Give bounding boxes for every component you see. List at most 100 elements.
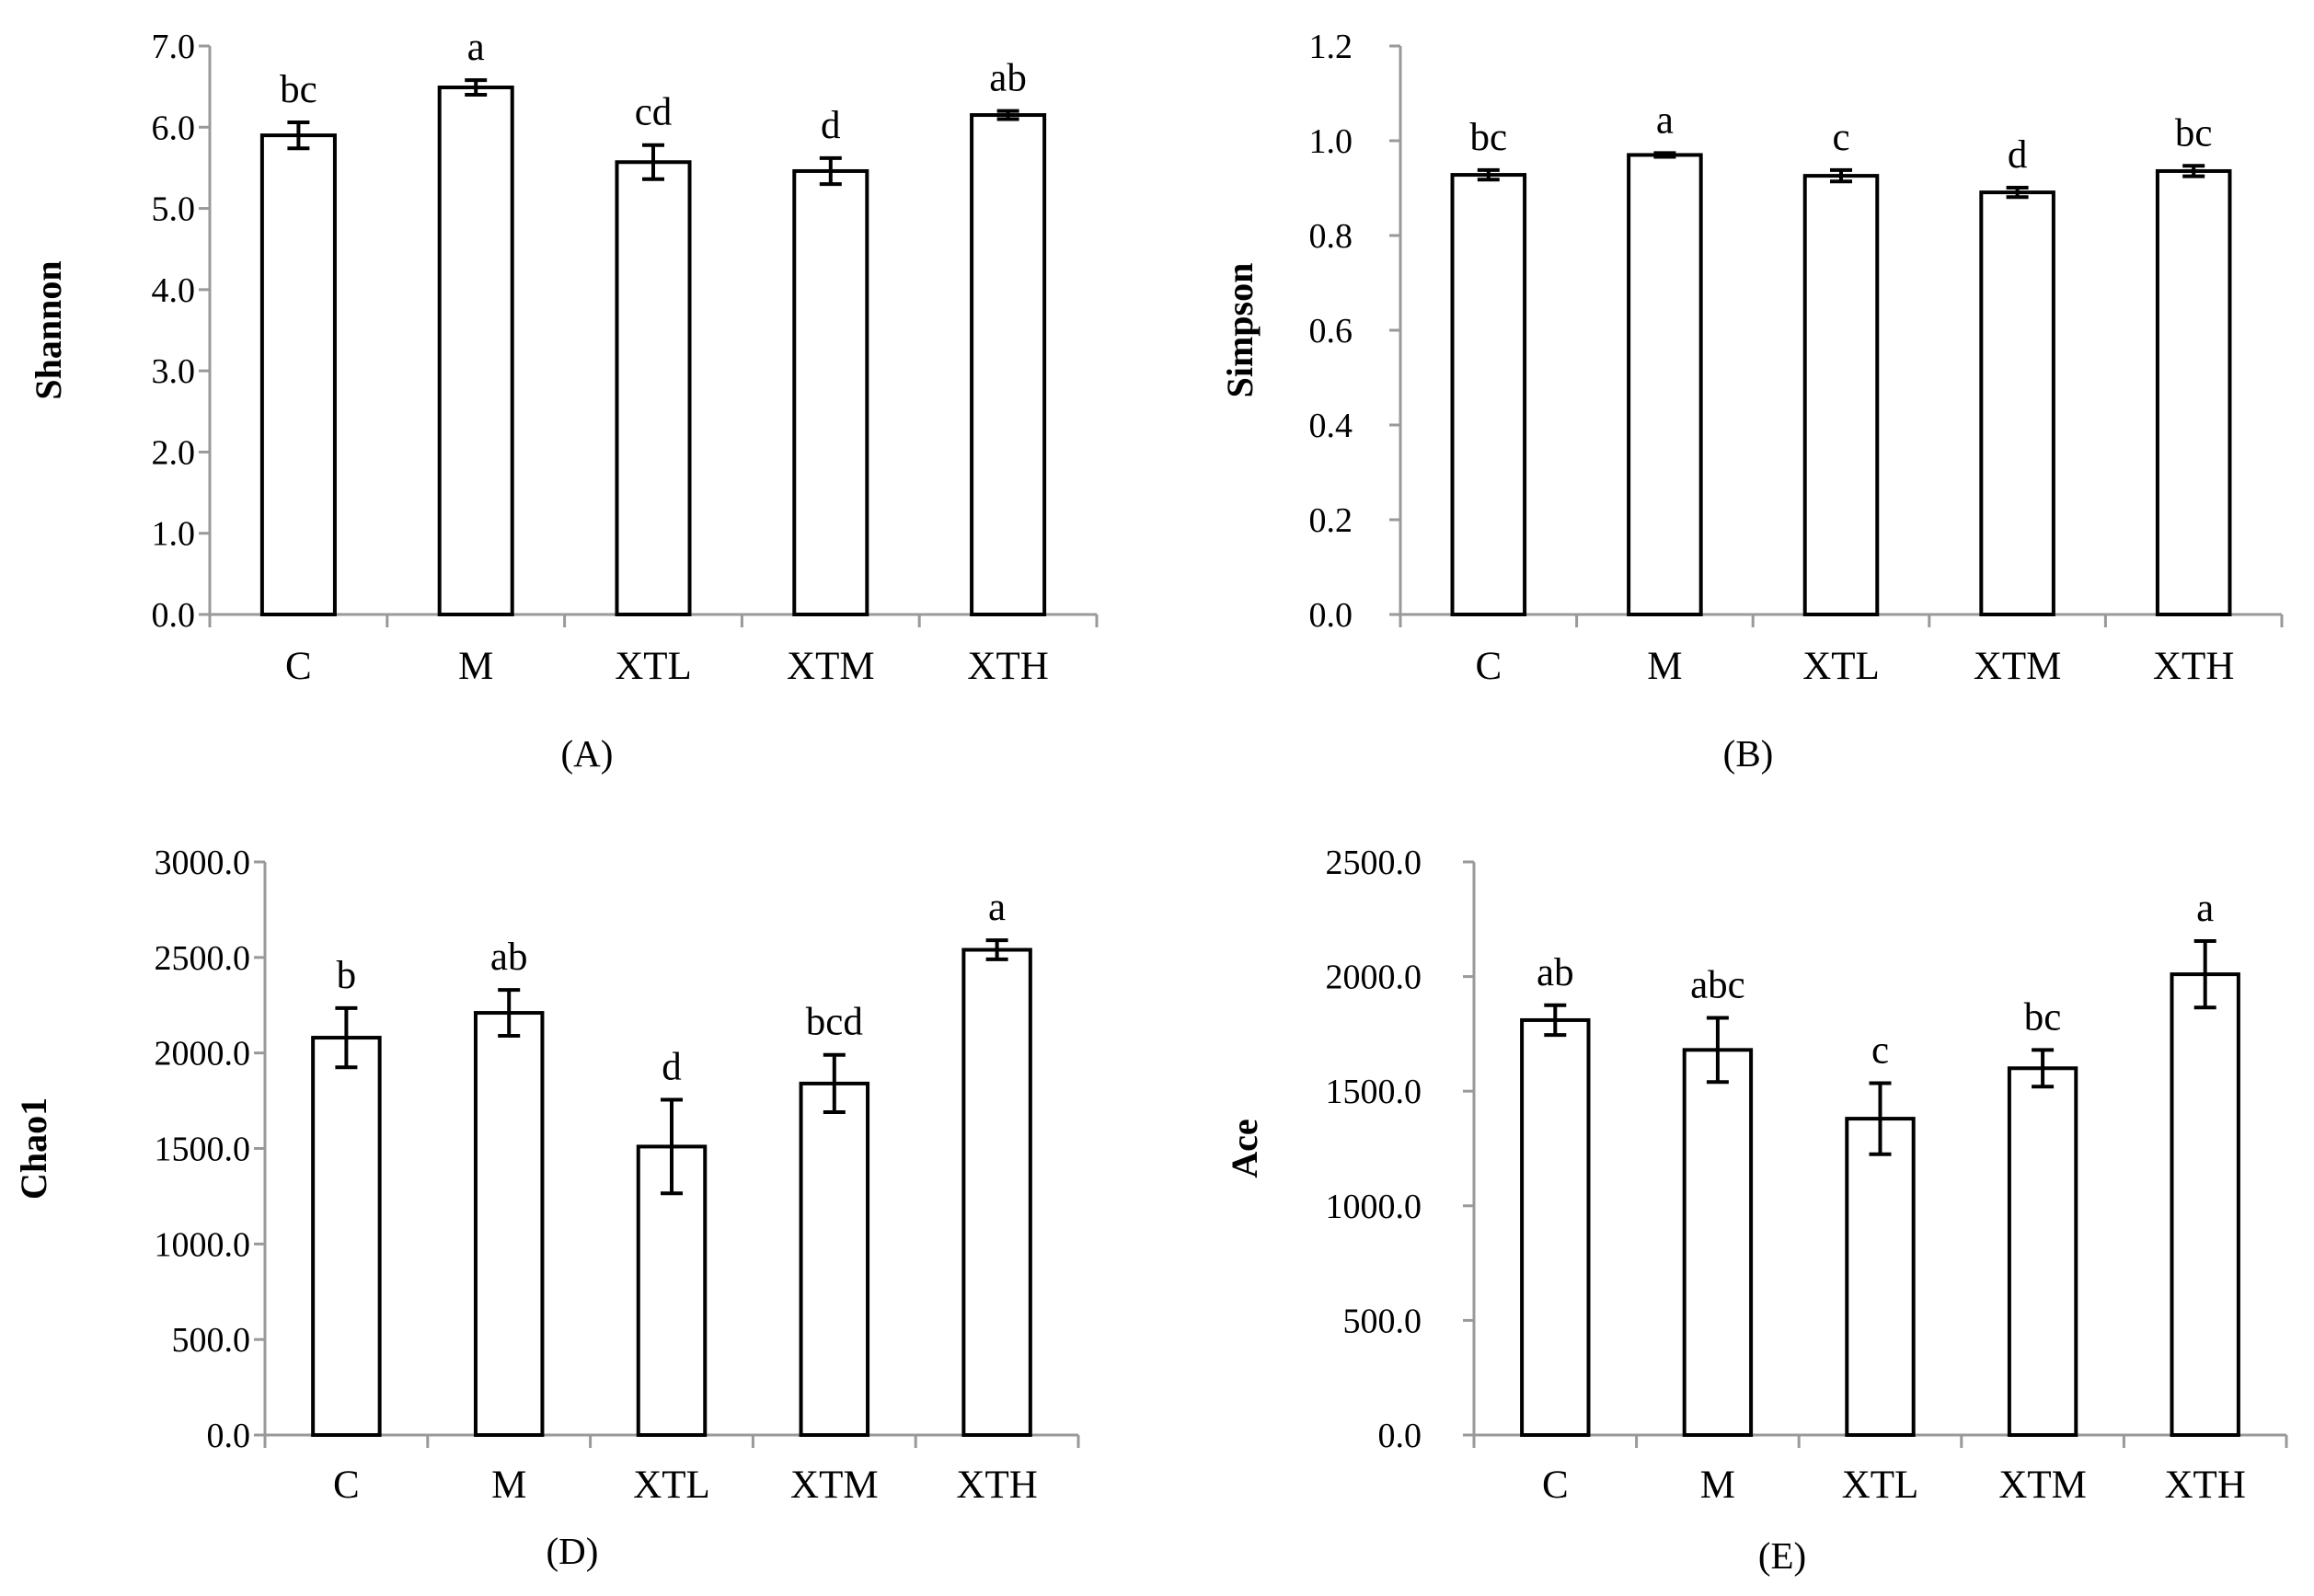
bar-xth: [970, 113, 1047, 617]
chart-panel-0: 0.0 1.0 2.0 3.0 4.0 5.0 6.0 7.0 bc Ca Mcd XTL d XTM ab…: [28, 26, 1099, 775]
significance-letter: d: [662, 1046, 682, 1089]
significance-letter: c: [1871, 1028, 1889, 1072]
significance-letter: a: [467, 26, 485, 69]
y-tick-label: 3.0: [152, 352, 196, 391]
x-category-label: M: [1647, 645, 1682, 688]
x-category-label: XTH: [956, 1464, 1037, 1507]
bar-xth: [2170, 972, 2240, 1438]
panel-label: (A): [561, 732, 614, 775]
y-tick-label: 500.0: [1343, 1302, 1422, 1340]
bar-xtm: [1979, 190, 2055, 616]
bar-xtm: [799, 1081, 870, 1437]
bar-xtl: [615, 160, 692, 616]
bar-m: [437, 86, 514, 617]
bar-xtm: [792, 168, 869, 617]
y-tick-label: 1.0: [1309, 122, 1353, 161]
y-axis-title: Ace: [1224, 1119, 1265, 1177]
panel-label: (D): [547, 1530, 599, 1572]
x-category-label: XTH: [2153, 645, 2234, 688]
bar-xth: [2155, 168, 2232, 617]
significance-letter: bc: [2175, 111, 2213, 155]
y-tick-label: 5.0: [152, 190, 196, 229]
x-category-label: C: [1475, 645, 1502, 688]
y-tick-label: 0.0: [1378, 1417, 1422, 1455]
y-tick-label: 0.0: [1309, 596, 1353, 635]
significance-letter: bc: [280, 68, 317, 111]
y-axis-title: Chao1: [13, 1097, 54, 1200]
bar-m: [1627, 153, 1703, 616]
x-category-label: C: [333, 1464, 360, 1507]
panel-label: (E): [1758, 1534, 1806, 1577]
x-category-label: M: [1700, 1464, 1735, 1507]
x-category-label: C: [285, 645, 312, 688]
significance-letter: ab: [989, 57, 1027, 100]
significance-letter: bc: [1470, 116, 1508, 159]
chart-panel-3: 0.0500.01000.01500.02000.02500.0abCabcMc…: [1224, 844, 2288, 1577]
x-category-label: XTH: [967, 645, 1048, 688]
y-tick-label: 0.2: [1309, 501, 1353, 540]
significance-letter: cd: [635, 91, 673, 134]
x-category-label: XTM: [1974, 645, 2062, 688]
y-tick-label: 1500.0: [155, 1131, 251, 1169]
x-category-label: C: [1542, 1464, 1569, 1507]
bar-xtm: [2007, 1066, 2078, 1438]
y-tick-label: 2500.0: [155, 939, 251, 978]
y-tick-label: 1000.0: [155, 1225, 251, 1264]
x-category-label: M: [491, 1464, 526, 1507]
y-tick-label: 1.0: [152, 515, 196, 554]
significance-letter: ab: [1537, 951, 1574, 994]
y-tick-label: 4.0: [152, 271, 196, 310]
y-tick-label: 2.0: [152, 433, 196, 472]
significance-letter: a: [1656, 98, 1674, 142]
significance-letter: abc: [1690, 963, 1745, 1006]
significance-letter: d: [821, 104, 841, 147]
x-category-label: XTH: [2165, 1464, 2246, 1507]
bar-m: [473, 1011, 545, 1437]
bar-c: [1450, 173, 1527, 617]
x-category-label: XTL: [633, 1464, 710, 1507]
x-category-label: XTM: [787, 645, 875, 688]
significance-letter: a: [2196, 887, 2214, 930]
bar-xtl: [1845, 1117, 1916, 1437]
y-tick-label: 7.0: [152, 28, 196, 66]
significance-letter: ab: [490, 936, 528, 979]
significance-letter: b: [337, 954, 357, 997]
y-tick-label: 1500.0: [1326, 1073, 1422, 1111]
y-tick-label: 2000.0: [1326, 959, 1422, 997]
bar-xth: [961, 947, 1032, 1437]
bar-c: [259, 133, 337, 617]
bar-c: [311, 1036, 382, 1437]
significance-letter: bc: [2024, 995, 2062, 1039]
significance-letter: bcd: [806, 1001, 863, 1044]
bar-m: [1682, 1048, 1754, 1437]
significance-letter: a: [988, 886, 1006, 929]
panel-label: (B): [1723, 732, 1774, 775]
chart-panel-1: 0.0 0.2 0.4 0.6 0.8 1.0 1.2 bc Ca Mc XTL d XTM bc XTH S…: [1219, 28, 2284, 775]
y-tick-label: 0.4: [1309, 407, 1353, 445]
y-tick-label: 2500.0: [1326, 844, 1422, 882]
y-axis-title: Shannon: [28, 260, 69, 399]
y-tick-label: 2000.0: [155, 1035, 251, 1074]
x-category-label: XTL: [615, 645, 692, 688]
y-tick-label: 0.6: [1309, 312, 1353, 350]
chart-panel-2: 0.0 500.0 1000.0 1500.0 2000.0 2500.0 3000.0 b C…: [13, 844, 1080, 1572]
y-tick-label: 0.0: [152, 596, 196, 635]
x-category-label: M: [458, 645, 493, 688]
y-tick-label: 6.0: [152, 109, 196, 147]
y-tick-label: 3000.0: [155, 844, 251, 882]
y-tick-label: 1.2: [1309, 28, 1353, 66]
significance-letter: c: [1832, 116, 1849, 159]
y-tick-label: 0.0: [207, 1417, 251, 1455]
y-axis-title: Simpson: [1219, 263, 1261, 398]
x-category-label: XTM: [1998, 1464, 2087, 1507]
x-category-label: XTL: [1802, 645, 1880, 688]
y-tick-label: 1000.0: [1326, 1188, 1422, 1226]
x-category-label: XTM: [790, 1464, 879, 1507]
significance-letter: d: [2008, 133, 2028, 177]
x-category-label: XTL: [1842, 1464, 1919, 1507]
y-tick-label: 0.8: [1309, 217, 1353, 256]
bar-c: [1520, 1017, 1591, 1437]
y-tick-label: 500.0: [172, 1321, 251, 1360]
bar-xtl: [1802, 174, 1880, 617]
